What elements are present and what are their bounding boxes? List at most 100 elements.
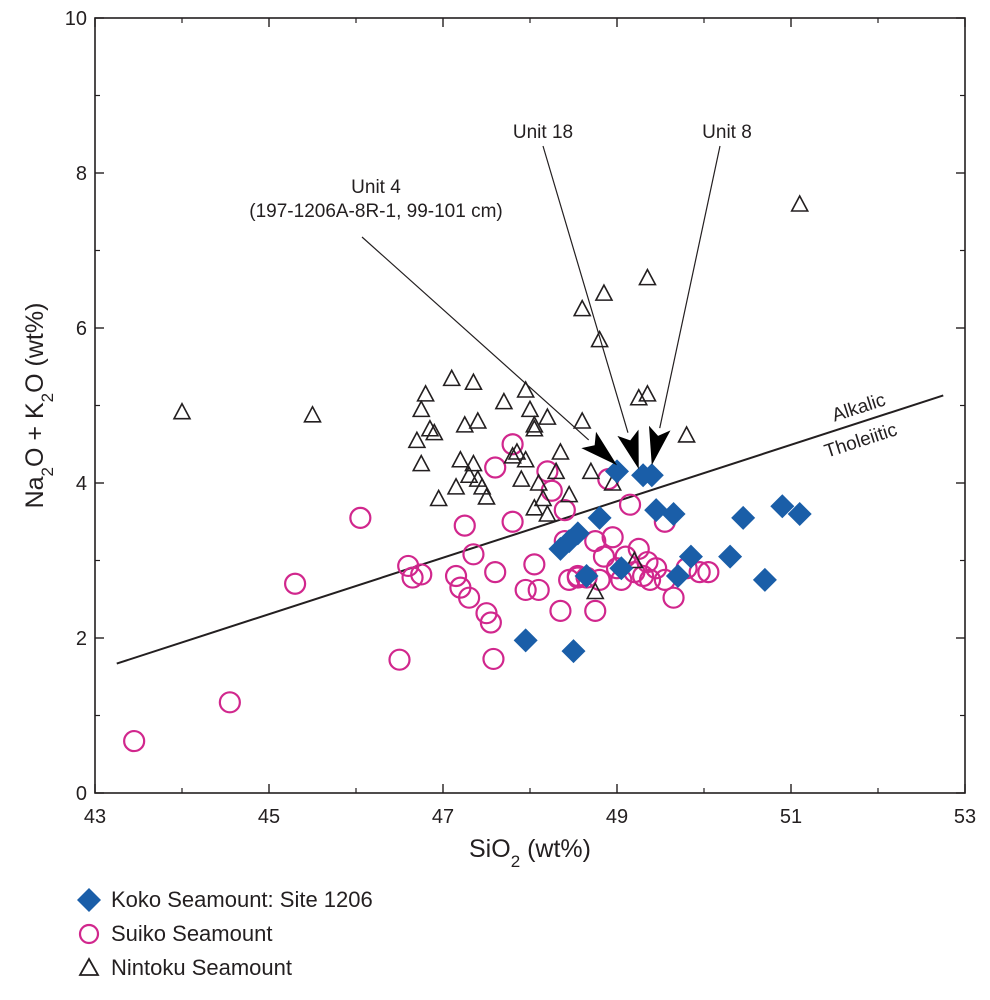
suiko-point <box>618 493 642 516</box>
annotation-label: Unit 4 <box>351 177 401 198</box>
x-tick-label: 51 <box>780 806 802 828</box>
suiko-point <box>482 647 505 671</box>
suiko-point <box>462 543 485 566</box>
legend-item-koko: Koko Seamount: Site 1206 <box>75 883 373 917</box>
suiko-point <box>453 514 476 537</box>
koko-point <box>665 564 690 588</box>
nintoku-point <box>411 453 431 472</box>
suiko-point <box>458 586 481 609</box>
nintoku-point <box>525 419 544 437</box>
legend: Koko Seamount: Site 1206 Suiko Seamount … <box>75 883 373 985</box>
koko-point <box>565 521 590 546</box>
nintoku-point <box>677 425 696 443</box>
nintoku-point <box>525 498 544 516</box>
koko-point <box>770 494 795 519</box>
annotation-arrowhead <box>648 425 671 466</box>
suiko-point <box>284 572 307 595</box>
y-tick-label: 2 <box>76 628 87 650</box>
diamond-marker-icon <box>77 888 101 912</box>
suiko-point <box>479 611 502 634</box>
nintoku-point <box>303 405 322 423</box>
nintoku-point <box>585 581 605 600</box>
annotation-leader-line <box>361 236 590 441</box>
suiko-point <box>410 563 433 586</box>
annotation-leader-line <box>542 145 629 433</box>
nintoku-point <box>507 442 527 460</box>
nintoku-point <box>516 380 535 398</box>
suiko-point <box>549 599 572 622</box>
koko-point <box>752 567 777 592</box>
nintoku-point <box>472 477 492 495</box>
suiko-point <box>553 499 576 522</box>
x-tick-label: 43 <box>84 806 106 828</box>
y-axis-title: Na2O + K2O (wt%) <box>21 303 57 509</box>
koko-point <box>787 502 812 526</box>
koko-point <box>513 628 538 653</box>
annotation-label: Unit 8 <box>702 122 752 143</box>
nintoku-point <box>533 488 553 507</box>
x-tick-label: 49 <box>606 806 628 828</box>
y-tick-label: 4 <box>76 473 87 495</box>
suiko-point <box>592 545 616 568</box>
nintoku-point <box>420 419 440 437</box>
annotation-arrowhead <box>581 431 617 466</box>
nintoku-point <box>625 550 644 569</box>
nintoku-point <box>572 298 592 317</box>
y-tick-label: 0 <box>76 783 87 805</box>
suiko-point <box>601 526 624 549</box>
suiko-point <box>218 691 241 714</box>
suiko-point <box>484 456 507 479</box>
suiko-point <box>584 599 607 622</box>
nintoku-point <box>790 194 810 212</box>
suiko-point <box>501 510 524 533</box>
suiko-point <box>662 586 685 609</box>
suiko-point <box>444 564 468 588</box>
koko-point <box>605 459 629 484</box>
koko-point <box>661 502 686 526</box>
suiko-point <box>388 648 411 671</box>
annotation-leader-line <box>659 145 721 429</box>
suiko-point <box>645 557 668 580</box>
nintoku-point <box>464 372 483 391</box>
x-tick-label: 47 <box>432 806 454 828</box>
nintoku-point <box>455 415 475 433</box>
nintoku-point <box>503 446 522 464</box>
nintoku-point <box>411 399 431 418</box>
suiko-point <box>514 578 537 602</box>
y-tick-label: 10 <box>65 8 87 30</box>
nintoku-point <box>551 442 570 460</box>
suiko-point <box>638 568 662 591</box>
nintoku-point <box>638 384 657 402</box>
x-tick-label: 53 <box>954 806 976 828</box>
koko-point <box>639 463 664 488</box>
annotation-arrowhead <box>617 429 639 470</box>
tholeiitic-label: Tholeiitic <box>822 419 900 462</box>
nintoku-point <box>477 487 496 505</box>
nintoku-point <box>629 388 649 406</box>
nintoku-point <box>546 461 566 480</box>
circle-marker-icon <box>78 923 100 945</box>
nintoku-point <box>407 430 427 449</box>
nintoku-point <box>590 329 609 348</box>
y-tick-label: 8 <box>76 163 87 185</box>
suiko-point <box>688 561 711 584</box>
triangle-marker-icon <box>78 957 100 976</box>
suiko-point <box>349 506 372 529</box>
legend-item-suiko: Suiko Seamount <box>75 917 373 951</box>
nintoku-point <box>494 391 514 410</box>
nintoku-point <box>511 469 531 487</box>
koko-point <box>587 505 612 530</box>
alkalic-tholeiitic-line <box>116 394 944 665</box>
nintoku-point <box>538 407 557 425</box>
legend-label-koko: Koko Seamount: Site 1206 <box>111 887 373 912</box>
nintoku-point <box>464 453 483 472</box>
nintoku-point <box>451 450 470 468</box>
nintoku-point <box>446 477 466 495</box>
nintoku-point <box>516 450 535 468</box>
nintoku-point <box>459 465 479 484</box>
nintoku-point <box>416 384 435 402</box>
koko-point <box>678 544 703 569</box>
nintoku-point <box>529 473 549 491</box>
y-tick-label: 6 <box>76 318 87 340</box>
